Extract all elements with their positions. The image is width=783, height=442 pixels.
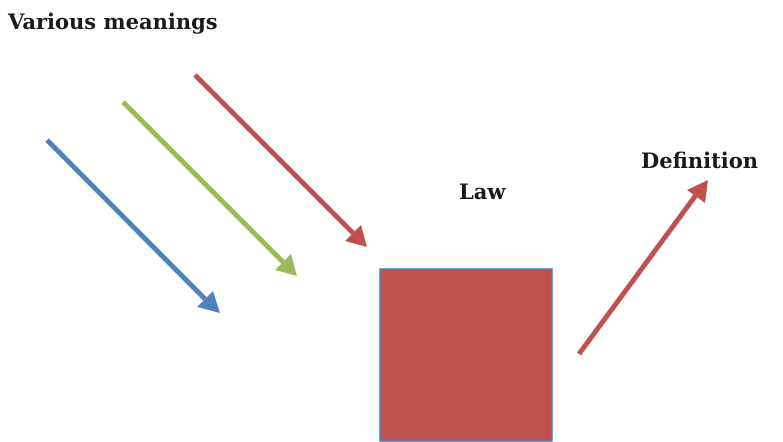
blue-input-arrow (45, 138, 220, 313)
diagram-title: Various meanings (8, 9, 218, 34)
red-input-arrow (193, 73, 367, 247)
law-box (379, 268, 553, 442)
output-arrow (576, 180, 708, 356)
green-input-arrow (121, 100, 297, 276)
law-label: Law (459, 179, 506, 204)
definition-label: Definition (641, 148, 759, 173)
